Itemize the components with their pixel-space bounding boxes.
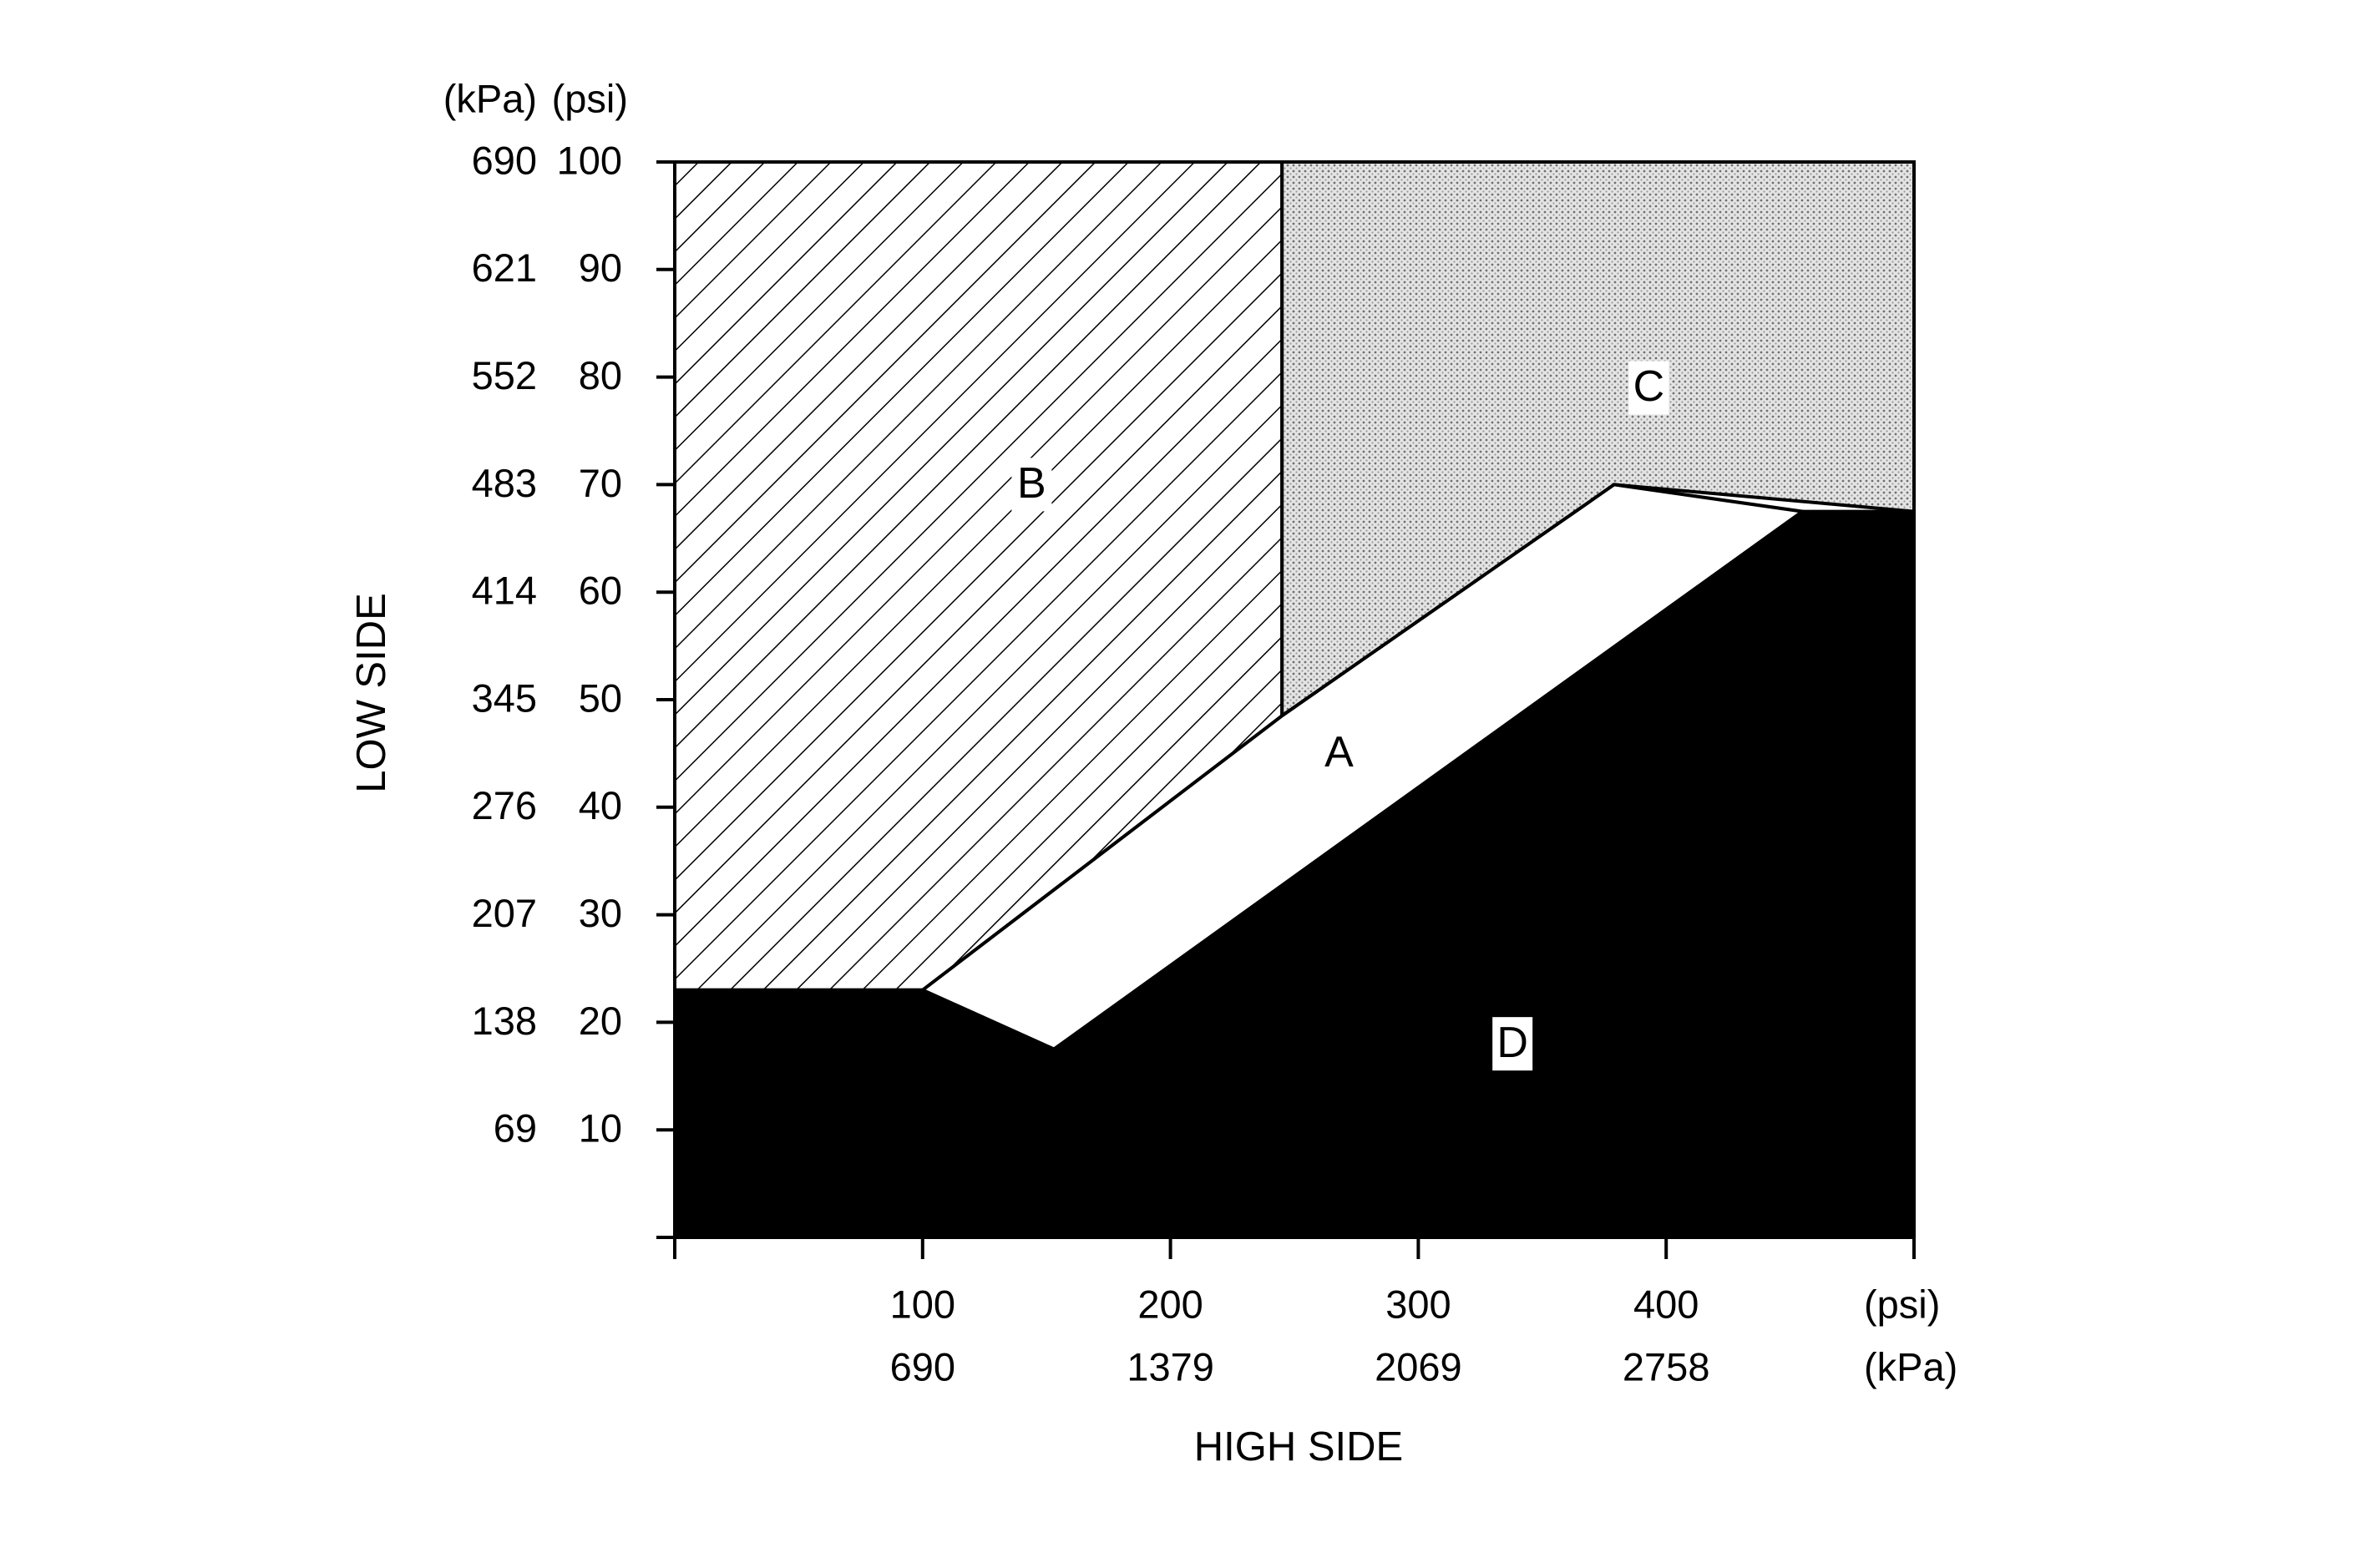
y-unit-kpa: (kPa) bbox=[443, 76, 537, 120]
regions-layer bbox=[673, 160, 1916, 1239]
x-tick-label-kpa: 1379 bbox=[1127, 1344, 1214, 1389]
y-tick-label-psi: 30 bbox=[579, 891, 622, 935]
region-label-bg-a bbox=[1319, 726, 1360, 781]
y-tick-label-kpa: 345 bbox=[472, 675, 537, 720]
x-axis-title: HIGH SIDE bbox=[1194, 1424, 1403, 1469]
x-unit-psi: (psi) bbox=[1864, 1282, 1940, 1326]
region-label-bg-c bbox=[1628, 361, 1669, 415]
x-unit-kpa: (kPa) bbox=[1864, 1344, 1957, 1389]
x-tick-label-kpa: 2758 bbox=[1623, 1344, 1710, 1389]
x-tick-label-psi: 300 bbox=[1385, 1282, 1451, 1326]
axes-layer: 10 69 20 138 30 207 40 276 50 345 60 414 70 483 80 552 9… bbox=[349, 76, 1957, 1469]
x-tick-label-psi: 100 bbox=[890, 1282, 955, 1326]
y-tick-label-psi: 10 bbox=[579, 1106, 622, 1151]
region-label-d: D bbox=[1496, 1019, 1528, 1067]
y-tick-label-kpa: 483 bbox=[472, 461, 537, 505]
region-label-bg-d bbox=[1492, 1017, 1533, 1071]
region-label-bg-b bbox=[1011, 458, 1052, 512]
x-tick-label-kpa: 690 bbox=[890, 1344, 955, 1389]
y-tick-label-kpa: 690 bbox=[472, 138, 537, 182]
y-tick-label-psi: 40 bbox=[579, 783, 622, 827]
x-tick-label-kpa: 2069 bbox=[1375, 1344, 1462, 1389]
labels-layer: B C A D bbox=[1011, 361, 1669, 1071]
y-tick-label-psi: 50 bbox=[579, 675, 622, 720]
y-tick-label-kpa: 621 bbox=[472, 245, 537, 290]
y-axis-title: LOW SIDE bbox=[349, 593, 394, 793]
y-tick-label-kpa: 276 bbox=[472, 783, 537, 827]
y-tick-label-kpa: 138 bbox=[472, 999, 537, 1043]
y-tick-label-kpa: 207 bbox=[472, 891, 537, 935]
y-tick-label-psi: 100 bbox=[557, 138, 622, 182]
x-tick-label-psi: 200 bbox=[1137, 1282, 1203, 1326]
region-label-c: C bbox=[1633, 362, 1665, 411]
y-tick-label-psi: 60 bbox=[579, 569, 622, 613]
x-tick-label-psi: 400 bbox=[1633, 1282, 1699, 1326]
y-tick-label-kpa: 69 bbox=[494, 1106, 537, 1151]
y-tick-label-psi: 20 bbox=[579, 999, 622, 1043]
y-unit-psi: (psi) bbox=[552, 76, 628, 120]
y-tick-label-psi: 80 bbox=[579, 353, 622, 397]
y-tick-label-kpa: 414 bbox=[472, 569, 537, 613]
region-label-b: B bbox=[1017, 459, 1046, 508]
y-tick-label-kpa: 552 bbox=[472, 353, 537, 397]
y-tick-label-psi: 90 bbox=[579, 245, 622, 290]
y-tick-label-psi: 70 bbox=[579, 461, 622, 505]
region-label-a: A bbox=[1324, 728, 1354, 776]
